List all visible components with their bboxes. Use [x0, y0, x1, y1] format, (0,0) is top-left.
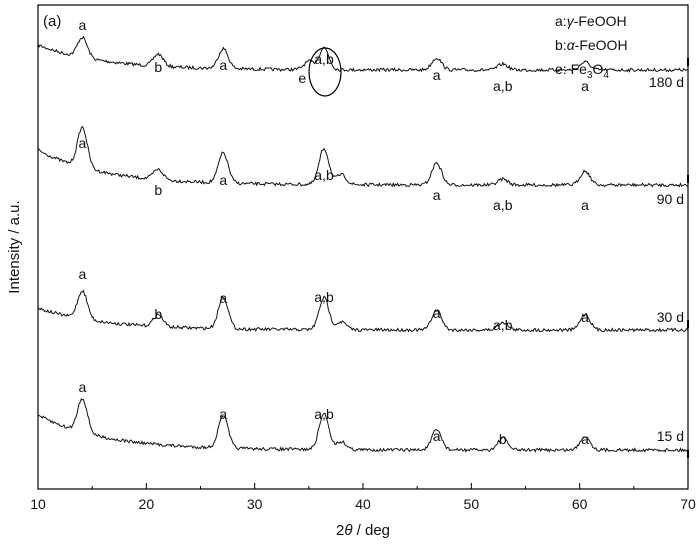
peak-label: a — [79, 135, 87, 151]
x-tick-label: 50 — [464, 496, 480, 512]
legend-entry-b: b:α-FeOOH — [555, 37, 628, 53]
x-tick-label: 70 — [680, 496, 696, 512]
circled-peak-marker — [308, 47, 342, 97]
peak-label: a — [219, 57, 227, 73]
peak-label: a — [581, 309, 589, 325]
x-tick-label: 20 — [139, 496, 155, 512]
trace-90d — [37, 125, 689, 188]
peak-label: a,b — [493, 317, 513, 333]
peak-label: a — [433, 305, 441, 321]
legend-entry-a: a:γ-FeOOH — [555, 13, 627, 29]
peak-label: b — [154, 182, 162, 198]
peak-label: a — [581, 78, 589, 94]
peak-label: b — [154, 306, 162, 322]
peak-label: a — [433, 428, 441, 444]
x-tick-label: 60 — [572, 496, 588, 512]
peak-label: a — [433, 187, 441, 203]
peak-label: a,b — [314, 167, 334, 183]
peak-label: a — [219, 172, 227, 188]
peak-annotations: 180 d a b a e a,b a a,b a 90 d a b a a,b a a,b a 30 d a b a a… — [79, 17, 684, 447]
diffraction-traces — [37, 35, 689, 458]
peak-label: a,b — [493, 197, 513, 213]
peak-label: a — [79, 266, 87, 282]
peak-label: a,b — [314, 406, 334, 422]
trace-15d — [37, 398, 689, 453]
peak-label: a,b — [314, 51, 334, 67]
trace-180d — [37, 35, 689, 73]
x-tick-label: 10 — [30, 496, 46, 512]
x-axis-ticks: 10 20 30 40 50 60 70 — [30, 483, 696, 512]
peak-label: b — [499, 431, 507, 447]
series-label: 90 d — [657, 191, 684, 207]
trace-30d — [37, 289, 689, 333]
y-axis-label: Intensity / a.u. — [6, 200, 23, 293]
panel-label: (a) — [43, 13, 61, 30]
legend-entry-e: e: Fe3O4 — [555, 61, 609, 81]
peak-label: a — [433, 67, 441, 83]
peak-label: a — [219, 290, 227, 306]
peak-label: a — [581, 197, 589, 213]
peak-label: a,b — [493, 78, 513, 94]
peak-label: a — [79, 17, 87, 33]
peak-label: b — [154, 59, 162, 75]
x-tick-label: 30 — [247, 496, 263, 512]
legend: a:γ-FeOOH b:α-FeOOH e: Fe3O4 — [555, 13, 628, 81]
x-axis-label: 2θ / deg — [336, 522, 390, 539]
series-label: 180 d — [649, 74, 684, 90]
peak-label: a — [79, 379, 87, 395]
peak-label: a — [219, 406, 227, 422]
peak-label: a — [581, 431, 589, 447]
peak-label: e — [298, 70, 306, 86]
peak-label: a,b — [314, 289, 334, 305]
x-tick-label: 40 — [355, 496, 371, 512]
series-label: 15 d — [657, 428, 684, 444]
series-label: 30 d — [657, 309, 684, 325]
